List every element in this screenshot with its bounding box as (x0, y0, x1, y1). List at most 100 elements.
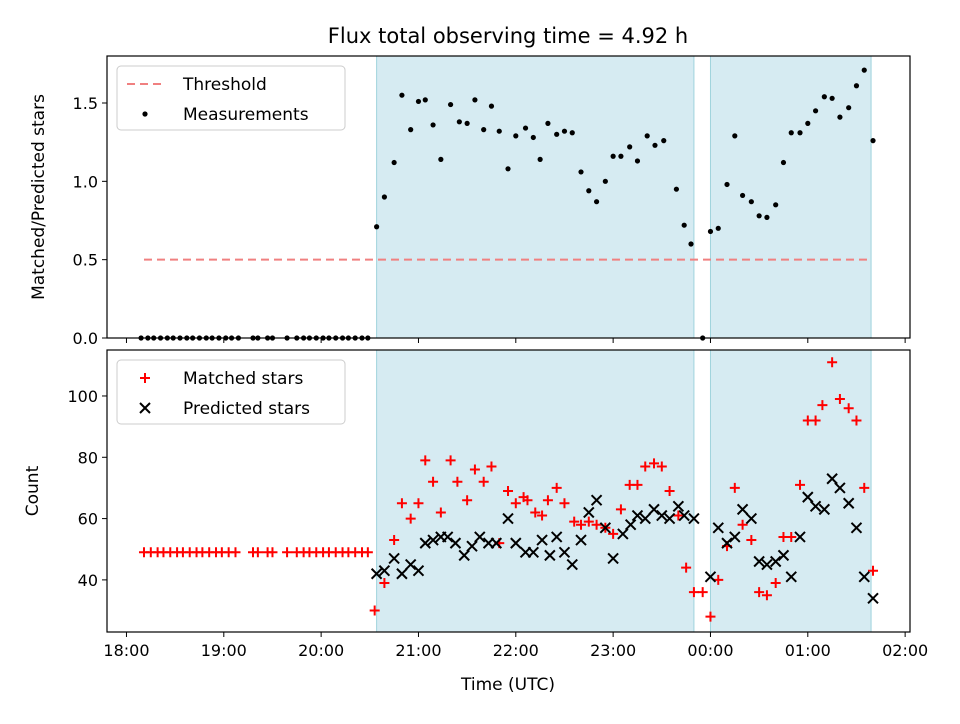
predicted-star-point (378, 564, 391, 577)
matched-star-point (632, 479, 643, 490)
y-tick-label: 1.0 (73, 172, 98, 191)
x-tick-label: 00:00 (687, 641, 733, 660)
predicted-star-point (370, 568, 383, 580)
predicted-star-point (449, 537, 462, 549)
predicted-star-point (818, 503, 831, 516)
predicted-star-point (858, 571, 870, 583)
matched-star-point (681, 562, 692, 573)
matched-star-point (697, 587, 708, 598)
matched-star-point (478, 476, 489, 487)
measurement-point (707, 228, 714, 235)
measurement-point (522, 125, 529, 131)
shaded-interval (709, 55, 872, 339)
matched-star-point (537, 510, 548, 521)
legend-box (116, 65, 346, 131)
measurement-point (569, 130, 575, 136)
measurement-point (422, 97, 428, 103)
matched-star-point (420, 455, 431, 466)
predicted-star-point (663, 512, 676, 525)
measurement-point (578, 169, 584, 175)
predicted-star-point (624, 519, 637, 531)
predicted-star-point (427, 534, 439, 546)
matched-star-point (559, 498, 570, 509)
axes-frame (106, 349, 911, 633)
matched-star-point (267, 547, 278, 558)
legend-label: Measurements (183, 105, 309, 125)
measurement-point (561, 128, 568, 134)
measurement-point (732, 133, 738, 139)
measurement-point (853, 83, 860, 89)
matched-star-point (843, 403, 854, 414)
measurement-point (652, 142, 658, 148)
y-tick-label: 1.5 (73, 94, 98, 113)
matched-star-point (656, 461, 667, 472)
matched-star-point (413, 498, 424, 509)
matched-star-point (786, 531, 797, 542)
measurement-point (610, 153, 616, 159)
matched-star-point (664, 486, 675, 496)
matched-star-point (591, 519, 602, 530)
predicted-star-point (785, 571, 797, 583)
matched-star-point (462, 495, 473, 506)
matched-star-point (510, 498, 521, 509)
predicted-star-point (867, 592, 879, 604)
predicted-star-point (419, 537, 431, 549)
matched-star-point (688, 587, 699, 598)
measurement-point (627, 144, 633, 150)
predicted-star-point (834, 482, 846, 494)
predicted-star-point (761, 558, 773, 571)
measurement-point (861, 67, 867, 73)
measurement-point (447, 101, 454, 108)
matched-star-point (859, 482, 870, 493)
matched-star-point (379, 577, 390, 588)
matched-star-point (746, 535, 757, 546)
measurement-point (846, 105, 852, 111)
matched-star-point (551, 482, 562, 493)
x-tick-label: 22:00 (493, 641, 539, 660)
predicted-star-point (536, 534, 548, 546)
y-tick-label: 40 (78, 571, 98, 590)
measurement-point (812, 108, 819, 114)
predicted-star-point (558, 546, 571, 559)
matched-star-point (817, 400, 828, 411)
matched-star-point (369, 605, 380, 616)
measurement-point (688, 241, 694, 247)
matched-star-point (469, 464, 480, 475)
measurement-point (870, 138, 876, 144)
measurement-point (661, 138, 667, 144)
predicted-star-point (631, 509, 644, 522)
measurement-point (554, 131, 560, 137)
predicted-star-point (777, 549, 790, 562)
predicted-star-point (474, 531, 486, 543)
measurement-point (513, 133, 519, 139)
predicted-star-point (826, 473, 838, 485)
predicted-star-point (704, 571, 717, 583)
matched-star-point (389, 535, 400, 546)
measurement-point (788, 130, 794, 136)
matched-star-point (754, 587, 765, 598)
matched-star-point (252, 547, 263, 558)
measurement-point (530, 134, 536, 141)
measurement-point (773, 202, 779, 208)
measurement-point (829, 95, 835, 101)
matched-star-point (640, 461, 651, 472)
measurement-point (602, 178, 608, 184)
predicted-star-point (510, 537, 522, 549)
predicted-star-point (388, 552, 400, 565)
matched-star-point (282, 547, 293, 558)
predicted-star-point (441, 531, 454, 543)
y-tick-label: 100 (67, 387, 98, 406)
matched-star-point (542, 495, 553, 506)
predicted-star-point (458, 549, 470, 562)
measurement-point (739, 192, 746, 199)
matched-star-point (615, 504, 626, 515)
matched-star-point (486, 461, 497, 472)
predicted-star-point (753, 555, 765, 568)
predicted-star-point (502, 512, 514, 525)
y-tick-label: 80 (78, 448, 98, 467)
predicted-star-point (607, 552, 619, 565)
measurement-point (438, 156, 444, 162)
matched-star-point (770, 577, 781, 588)
x-axis-label: Time (UTC) (460, 675, 555, 695)
